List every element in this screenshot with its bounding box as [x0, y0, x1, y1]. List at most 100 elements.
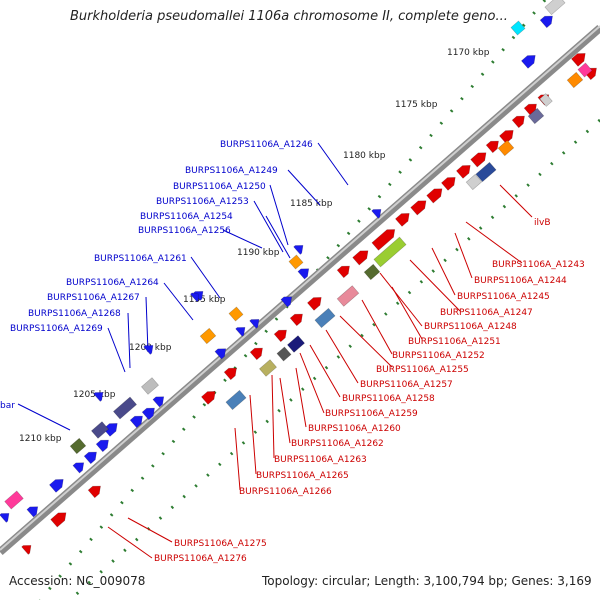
gene-label-reverse[interactable]: BURPS1106A_A1276 [154, 554, 247, 564]
gene-arrow[interactable] [249, 316, 263, 329]
gene-arrow[interactable] [249, 344, 266, 361]
gene-box[interactable] [577, 62, 593, 78]
gene-box[interactable] [544, 0, 566, 16]
gene-box[interactable] [287, 335, 305, 353]
gene-arrow[interactable] [273, 326, 290, 343]
gene-arrow[interactable] [26, 503, 41, 518]
gene-arrow[interactable] [352, 247, 372, 266]
gene-arrow[interactable] [336, 262, 353, 279]
gene-box[interactable] [112, 396, 138, 420]
gene-arrow[interactable] [214, 345, 229, 360]
gene-arrow[interactable] [201, 388, 218, 405]
gene-label-forward[interactable]: BURPS1106A_A1250 [173, 182, 266, 192]
gene-box[interactable] [336, 285, 360, 307]
gene-arrow[interactable] [141, 404, 158, 421]
gene-box[interactable] [539, 93, 553, 107]
gene-label-reverse[interactable]: BURPS1106A_A1259 [325, 409, 418, 419]
gene-arrow[interactable] [21, 542, 35, 555]
gene-box[interactable] [199, 327, 217, 345]
gene-arrow[interactable] [87, 482, 104, 499]
gene-arrow[interactable] [129, 412, 146, 429]
gene-arrow[interactable] [143, 342, 157, 355]
gene-label-reverse[interactable]: BURPS1106A_A1257 [360, 380, 453, 390]
gene-arrow[interactable] [426, 185, 446, 204]
gene-label-reverse[interactable]: BURPS1106A_A1243 [492, 260, 585, 270]
gene-arrow[interactable] [223, 364, 240, 381]
gene-arrow[interactable] [539, 12, 556, 29]
gene-label-reverse[interactable]: BURPS1106A_A1265 [256, 471, 349, 481]
gene-arrow[interactable] [0, 510, 12, 523]
gene-arrow[interactable] [280, 293, 295, 308]
gene-label-forward[interactable]: BURPS1106A_A1246 [220, 140, 313, 150]
gene-box[interactable] [314, 307, 336, 329]
gene-arrow[interactable] [95, 436, 112, 453]
gene-label-reverse[interactable]: BURPS1106A_A1245 [457, 292, 550, 302]
gene-label-reverse[interactable]: BURPS1106A_A1262 [291, 439, 384, 449]
gene-arrow[interactable] [293, 242, 307, 255]
gene-label-forward[interactable]: BURPS1106A_A1253 [156, 197, 249, 207]
gene-label-reverse[interactable]: BURPS1106A_A1260 [308, 424, 401, 434]
gene-label-reverse[interactable]: BURPS1106A_A1263 [274, 455, 367, 465]
gene-arrow[interactable] [511, 112, 528, 129]
gene-arrow[interactable] [190, 290, 201, 303]
gene-arrow[interactable] [289, 310, 306, 327]
gene-arrow[interactable] [470, 149, 490, 168]
gene-label-reverse[interactable]: BURPS1106A_A1255 [376, 365, 469, 375]
gene-arrow[interactable] [371, 226, 398, 251]
gene-box[interactable] [497, 139, 515, 157]
gene-label-reverse[interactable]: BURPS1106A_A1251 [408, 337, 501, 347]
gene-arrow[interactable] [103, 420, 120, 437]
gene-arrow[interactable] [395, 210, 412, 227]
gene-arrow[interactable] [485, 137, 502, 154]
gene-label-forward[interactable]: BURPS1106A_A1261 [94, 254, 187, 264]
gene-arrow[interactable] [83, 448, 100, 465]
gene-label-forward[interactable]: BURPS1106A_A1256 [138, 226, 231, 236]
gene-arrow[interactable] [521, 52, 538, 69]
gene-box[interactable] [141, 377, 159, 395]
gene-label-reverse[interactable]: BURPS1106A_A1275 [174, 539, 267, 549]
gene-arrow[interactable] [441, 174, 458, 191]
gene-label-reverse[interactable]: BURPS1106A_A1252 [392, 351, 485, 361]
gene-label-reverse[interactable]: BURPS1106A_A1247 [440, 308, 533, 318]
gene-label-reverse[interactable]: BURPS1106A_A1248 [424, 322, 517, 332]
gene-arrow[interactable] [371, 206, 385, 219]
gene-box[interactable] [69, 437, 87, 455]
gene-arrow[interactable] [571, 50, 588, 67]
gene-box[interactable] [363, 263, 381, 281]
gene-box[interactable] [465, 173, 483, 191]
gene-arrow[interactable] [93, 389, 107, 402]
gene-box[interactable] [4, 490, 24, 510]
gene-box[interactable] [288, 254, 304, 270]
gene-arrow[interactable] [235, 324, 249, 337]
gene-arrow[interactable] [49, 476, 66, 493]
gene-label-reverse[interactable]: ilvB [534, 218, 551, 228]
gene-label-forward[interactable]: BURPS1106A_A1268 [28, 309, 121, 319]
gene-arrow[interactable] [456, 162, 473, 179]
gene-arrow[interactable] [410, 197, 430, 216]
gene-arrow[interactable] [499, 127, 516, 144]
gene-box[interactable] [566, 71, 584, 89]
gene-arrow[interactable] [72, 459, 87, 474]
gene-label-reverse[interactable]: BURPS1106A_A1266 [239, 487, 332, 497]
gene-arrow[interactable] [50, 509, 70, 528]
gene-arrow[interactable] [297, 265, 312, 280]
gene-box[interactable] [91, 421, 109, 439]
gene-box[interactable] [373, 236, 407, 268]
gene-label-forward[interactable]: BURPS1106A_A1254 [140, 212, 233, 222]
gene-box[interactable] [527, 107, 545, 125]
gene-label-forward[interactable]: BURPS1106A_A1249 [185, 166, 278, 176]
gene-label-reverse[interactable]: BURPS1106A_A1258 [342, 394, 435, 404]
gene-label-forward[interactable]: BURPS1106A_A1264 [66, 278, 159, 288]
gene-box[interactable] [225, 389, 247, 411]
gene-label-forward[interactable]: bar [0, 401, 15, 411]
gene-label-forward[interactable]: BURPS1106A_A1267 [47, 293, 140, 303]
gene-box[interactable] [259, 359, 277, 377]
gene-box[interactable] [475, 161, 497, 183]
gene-label-forward[interactable]: BURPS1106A_A1269 [10, 324, 103, 334]
gene-label-reverse[interactable]: BURPS1106A_A1244 [474, 276, 567, 286]
gene-arrow[interactable] [307, 294, 324, 311]
gene-arrow[interactable] [152, 393, 167, 408]
gene-box[interactable] [276, 346, 292, 362]
gene-box[interactable] [510, 20, 526, 36]
